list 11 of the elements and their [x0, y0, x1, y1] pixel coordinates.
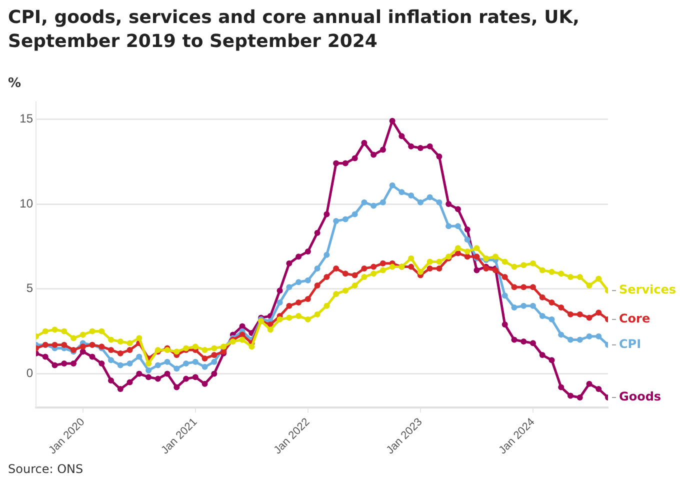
series-label: Services	[619, 282, 676, 297]
y-axis-title: %	[8, 76, 22, 91]
y-tick-label: 0	[26, 366, 34, 380]
y-tick-label: 15	[20, 111, 34, 126]
y-tick-label: 5	[26, 281, 34, 296]
source-note: Source: ONS	[8, 462, 84, 476]
series-label: CPI	[619, 336, 642, 351]
chart-title: CPI, goods, services and core annual inflation rates, UK, September 2019 to September 2024	[8, 6, 581, 54]
series-label: Goods	[619, 390, 662, 404]
y-tick-label: 10	[20, 196, 34, 210]
series-label: Core	[619, 312, 650, 326]
